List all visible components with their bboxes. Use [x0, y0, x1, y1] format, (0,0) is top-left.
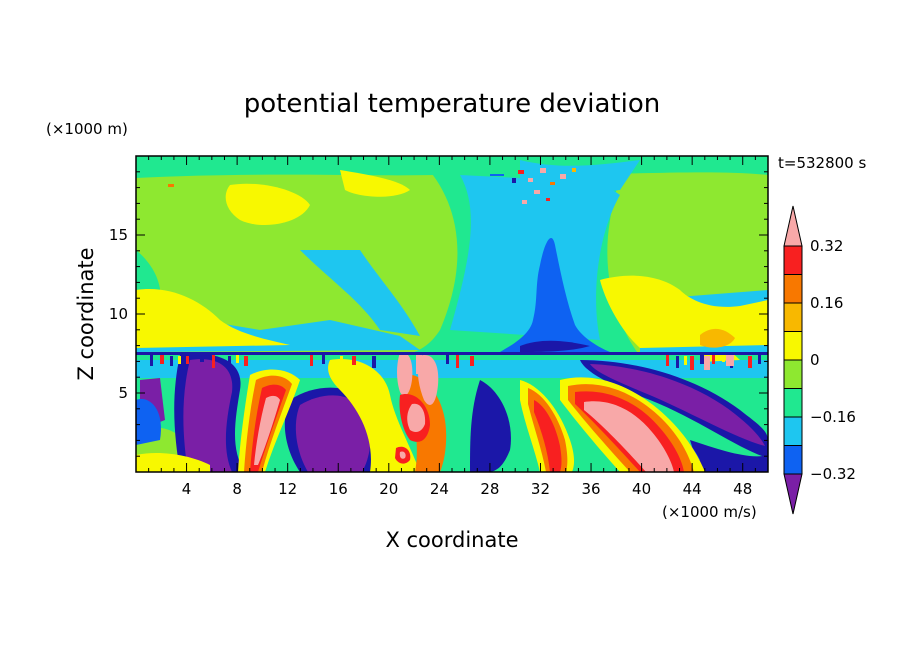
x-axis-label: X coordinate [385, 528, 518, 552]
time-label: t=532800 s [778, 154, 866, 172]
colorbar-band [783, 274, 803, 304]
y-axis-label: Z coordinate [74, 247, 98, 380]
colorbar-band [783, 416, 803, 446]
x-axis-ticks: 4 8 12 16 20 24 28 32 36 40 44 48 [135, 156, 769, 498]
y-axis-ticks: 5 10 15 [109, 155, 768, 473]
y-tick-label: 5 [118, 384, 128, 402]
y-unit-label: (×1000 m) [46, 120, 128, 138]
x-unit-label: (×1000 m/s) [662, 503, 757, 521]
y-tick-label: 15 [109, 226, 128, 244]
colorbar-band [783, 302, 803, 332]
x-tick-label: 8 [232, 480, 242, 498]
colorbar-low-extension [783, 473, 803, 515]
colorbar-band [783, 388, 803, 418]
colorbar-band [783, 445, 803, 475]
x-tick-label: 32 [531, 480, 550, 498]
colorbar-tick-label: −0.16 [810, 408, 856, 426]
colorbar-high-extension [783, 205, 803, 247]
x-tick-label: 20 [379, 480, 398, 498]
x-tick-label: 28 [480, 480, 499, 498]
chart-title: potential temperature deviation [244, 89, 660, 119]
x-tick-label: 4 [182, 480, 192, 498]
colorbar-band [783, 245, 803, 275]
x-tick-label: 36 [581, 480, 600, 498]
x-tick-label: 16 [329, 480, 348, 498]
colorbar-tick-label: 0 [810, 351, 820, 369]
colorbar-tick-label: 0.32 [810, 237, 843, 255]
y-tick-label: 10 [109, 305, 128, 323]
colorbar: 0.32 0.16 0 −0.16 −0.32 [783, 205, 856, 515]
x-tick-label: 40 [632, 480, 651, 498]
contour-field [136, 156, 768, 472]
x-tick-label: 44 [683, 480, 702, 498]
colorbar-band [783, 331, 803, 361]
colorbar-band [783, 359, 803, 389]
x-tick-label: 48 [733, 480, 752, 498]
x-tick-label: 24 [430, 480, 449, 498]
colorbar-tick-label: 0.16 [810, 294, 843, 312]
colorbar-tick-label: −0.32 [810, 465, 856, 483]
x-tick-label: 12 [278, 480, 297, 498]
